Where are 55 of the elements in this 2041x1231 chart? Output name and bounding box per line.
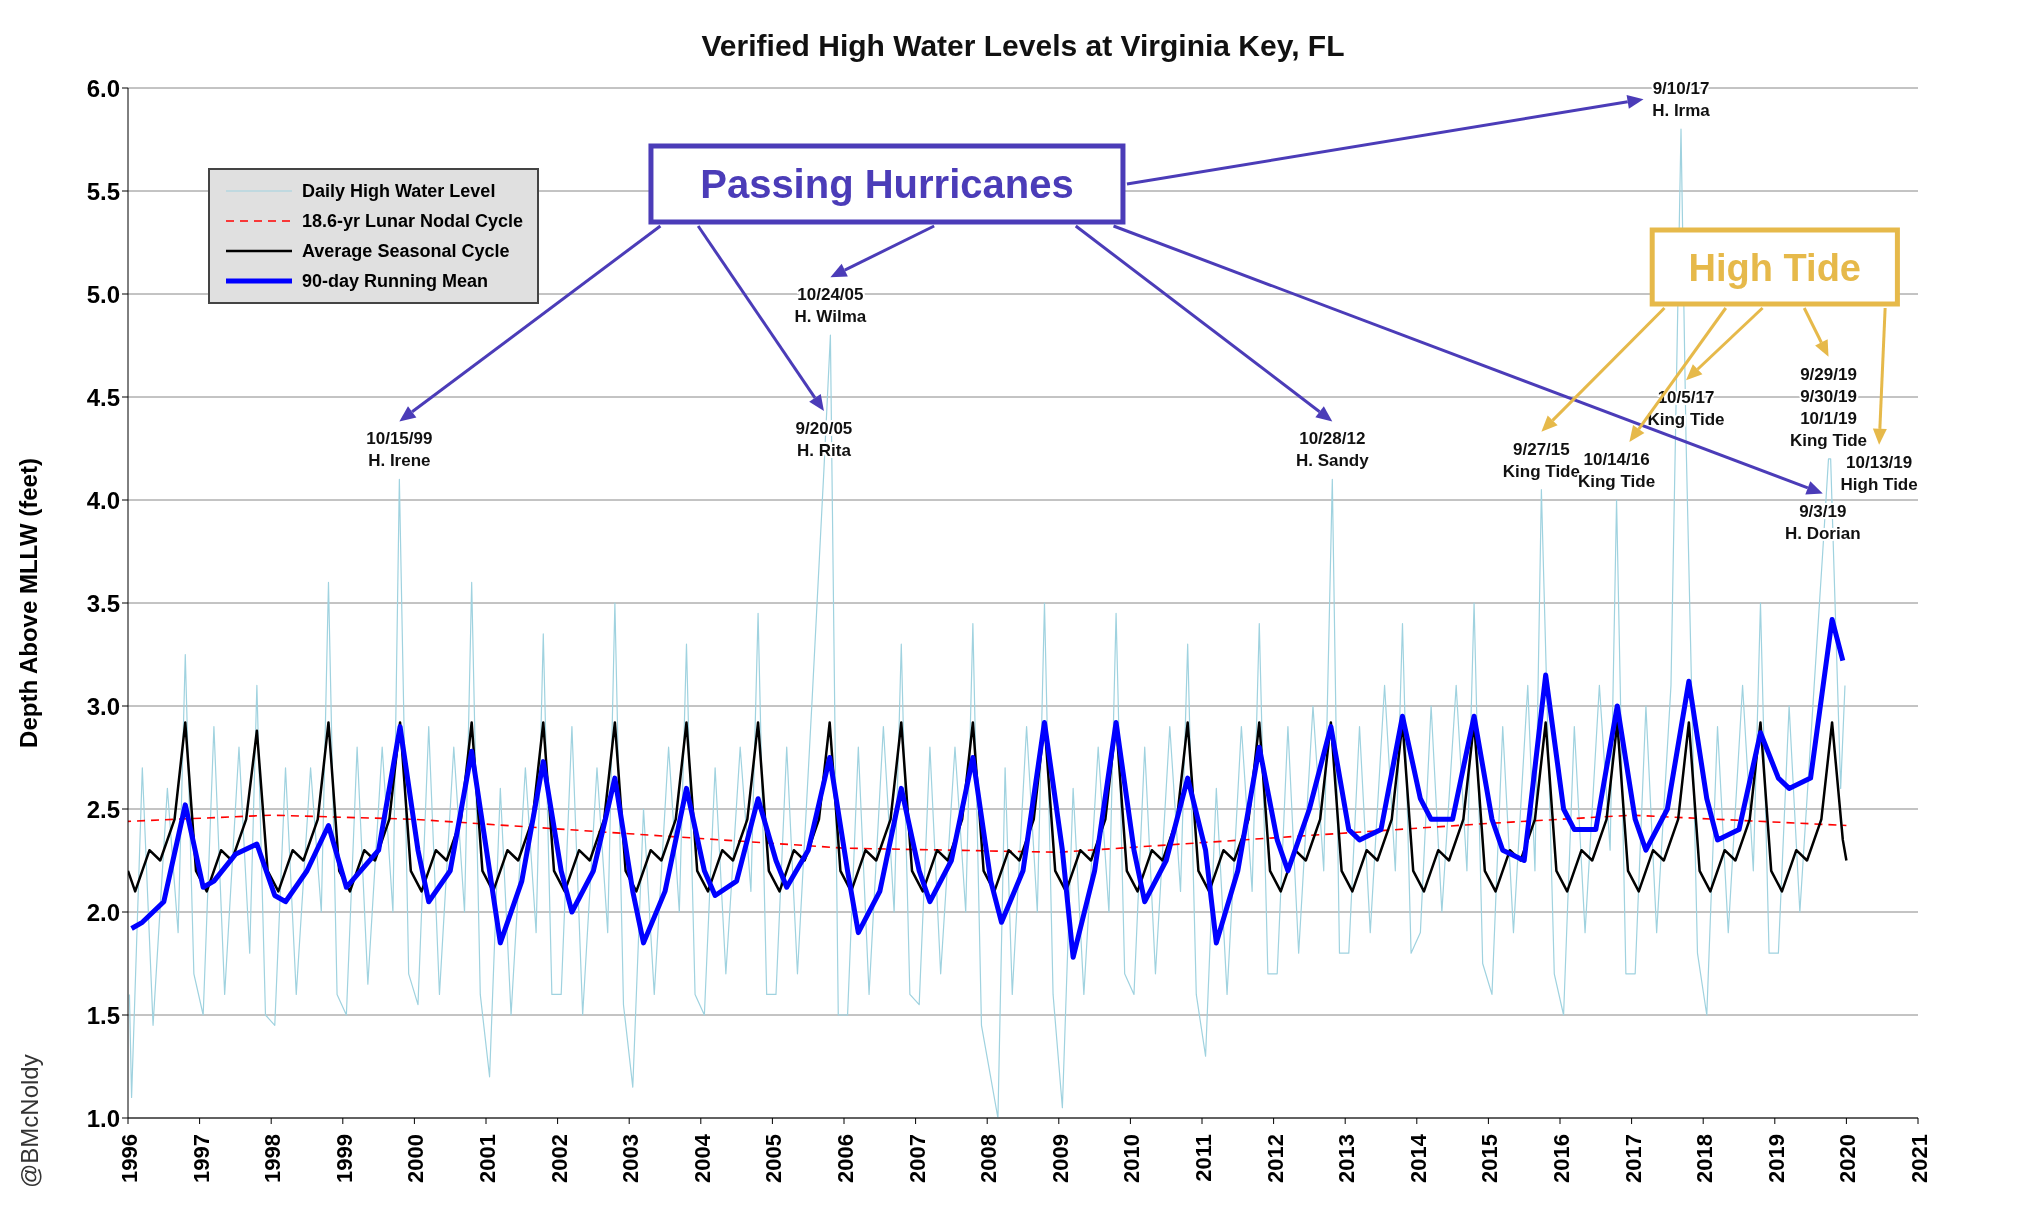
y-tick-label: 5.5 <box>86 177 120 205</box>
y-tick-label: 4.0 <box>86 486 120 514</box>
x-tick-label: 2003 <box>618 1134 644 1183</box>
text: @BMcNoldy <box>16 1054 43 1188</box>
y-tick-label: 1.5 <box>86 1001 120 1029</box>
annotation: Passing Hurricanes <box>700 162 1074 207</box>
x-tick-label: 2020 <box>1835 1134 1861 1183</box>
annotation: 10/13/19 High Tide <box>1840 452 1918 494</box>
annotation: 9/20/05 H. Rita <box>795 419 853 461</box>
x-tick-label: 2012 <box>1262 1134 1288 1183</box>
x-tick-label: 2005 <box>761 1134 787 1183</box>
x-tick-label: 2004 <box>689 1133 715 1183</box>
annotation: 10/24/05 H. Wilma <box>794 285 867 327</box>
x-tick-label: 2000 <box>403 1134 429 1183</box>
y-tick-label: 3.5 <box>86 589 120 617</box>
legend-label: 18.6-yr Lunar Nodal Cycle <box>302 210 524 232</box>
x-tick-label: 1996 <box>117 1134 142 1183</box>
x-tick-label: 2009 <box>1047 1134 1073 1183</box>
x-tick-label: 2011 <box>1191 1134 1216 1182</box>
y-tick-label: 6.0 <box>86 74 120 102</box>
x-tick-label: 2013 <box>1334 1134 1360 1183</box>
x-tick-label: 2006 <box>833 1134 858 1183</box>
x-tick-label: 2016 <box>1549 1134 1574 1183</box>
x-tick-label: 2014 <box>1405 1133 1431 1183</box>
annotation: 9/10/17 H. Irma <box>1652 79 1711 121</box>
x-tick-label: 1997 <box>188 1134 214 1183</box>
y-tick-label: 3.0 <box>86 692 120 720</box>
annotation: 9/29/19 9/30/19 10/1/19 King Tide <box>1789 364 1868 450</box>
annotation: 10/28/12 H. Sandy <box>1295 429 1370 471</box>
y-tick-label: 1.0 <box>86 1104 120 1132</box>
line-series <box>128 814 1848 854</box>
x-tick-label: 2021 <box>1907 1134 1932 1183</box>
x-tick-label: 2015 <box>1477 1134 1503 1183</box>
x-tick-label: 1999 <box>331 1134 357 1183</box>
annotation: 10/15/99 H. Irene <box>366 429 433 471</box>
legend-label: 90-day Running Mean <box>302 270 489 292</box>
x-tick-label: 2007 <box>904 1134 930 1183</box>
y-tick-label: 2.0 <box>86 898 120 926</box>
x-tick-label: 2017 <box>1620 1134 1646 1183</box>
y-tick-label: 4.5 <box>86 383 120 411</box>
legend-label: Daily High Water Level <box>302 180 496 202</box>
annotation: High Tide <box>1688 246 1862 289</box>
x-tick-label: 2019 <box>1763 1134 1789 1183</box>
x-tick-label: 2001 <box>475 1134 500 1183</box>
y-tick-label: 5.0 <box>86 280 120 308</box>
legend-label: Average Seasonal Cycle <box>302 240 510 262</box>
x-tick-label: 2002 <box>546 1134 572 1183</box>
annotation: 9/3/19 H. Dorian <box>1784 501 1861 543</box>
y-tick-label: 2.5 <box>86 795 120 823</box>
x-tick-label: 2018 <box>1692 1134 1718 1183</box>
chart-title: Verified High Water Levels at Virginia Key, FL <box>701 29 1345 62</box>
x-tick-label: 2010 <box>1119 1134 1145 1183</box>
x-tick-label: 1998 <box>260 1134 286 1183</box>
y-axis-title: Depth Above MLLW (feet) <box>14 458 42 748</box>
x-tick-label: 2008 <box>976 1134 1002 1183</box>
